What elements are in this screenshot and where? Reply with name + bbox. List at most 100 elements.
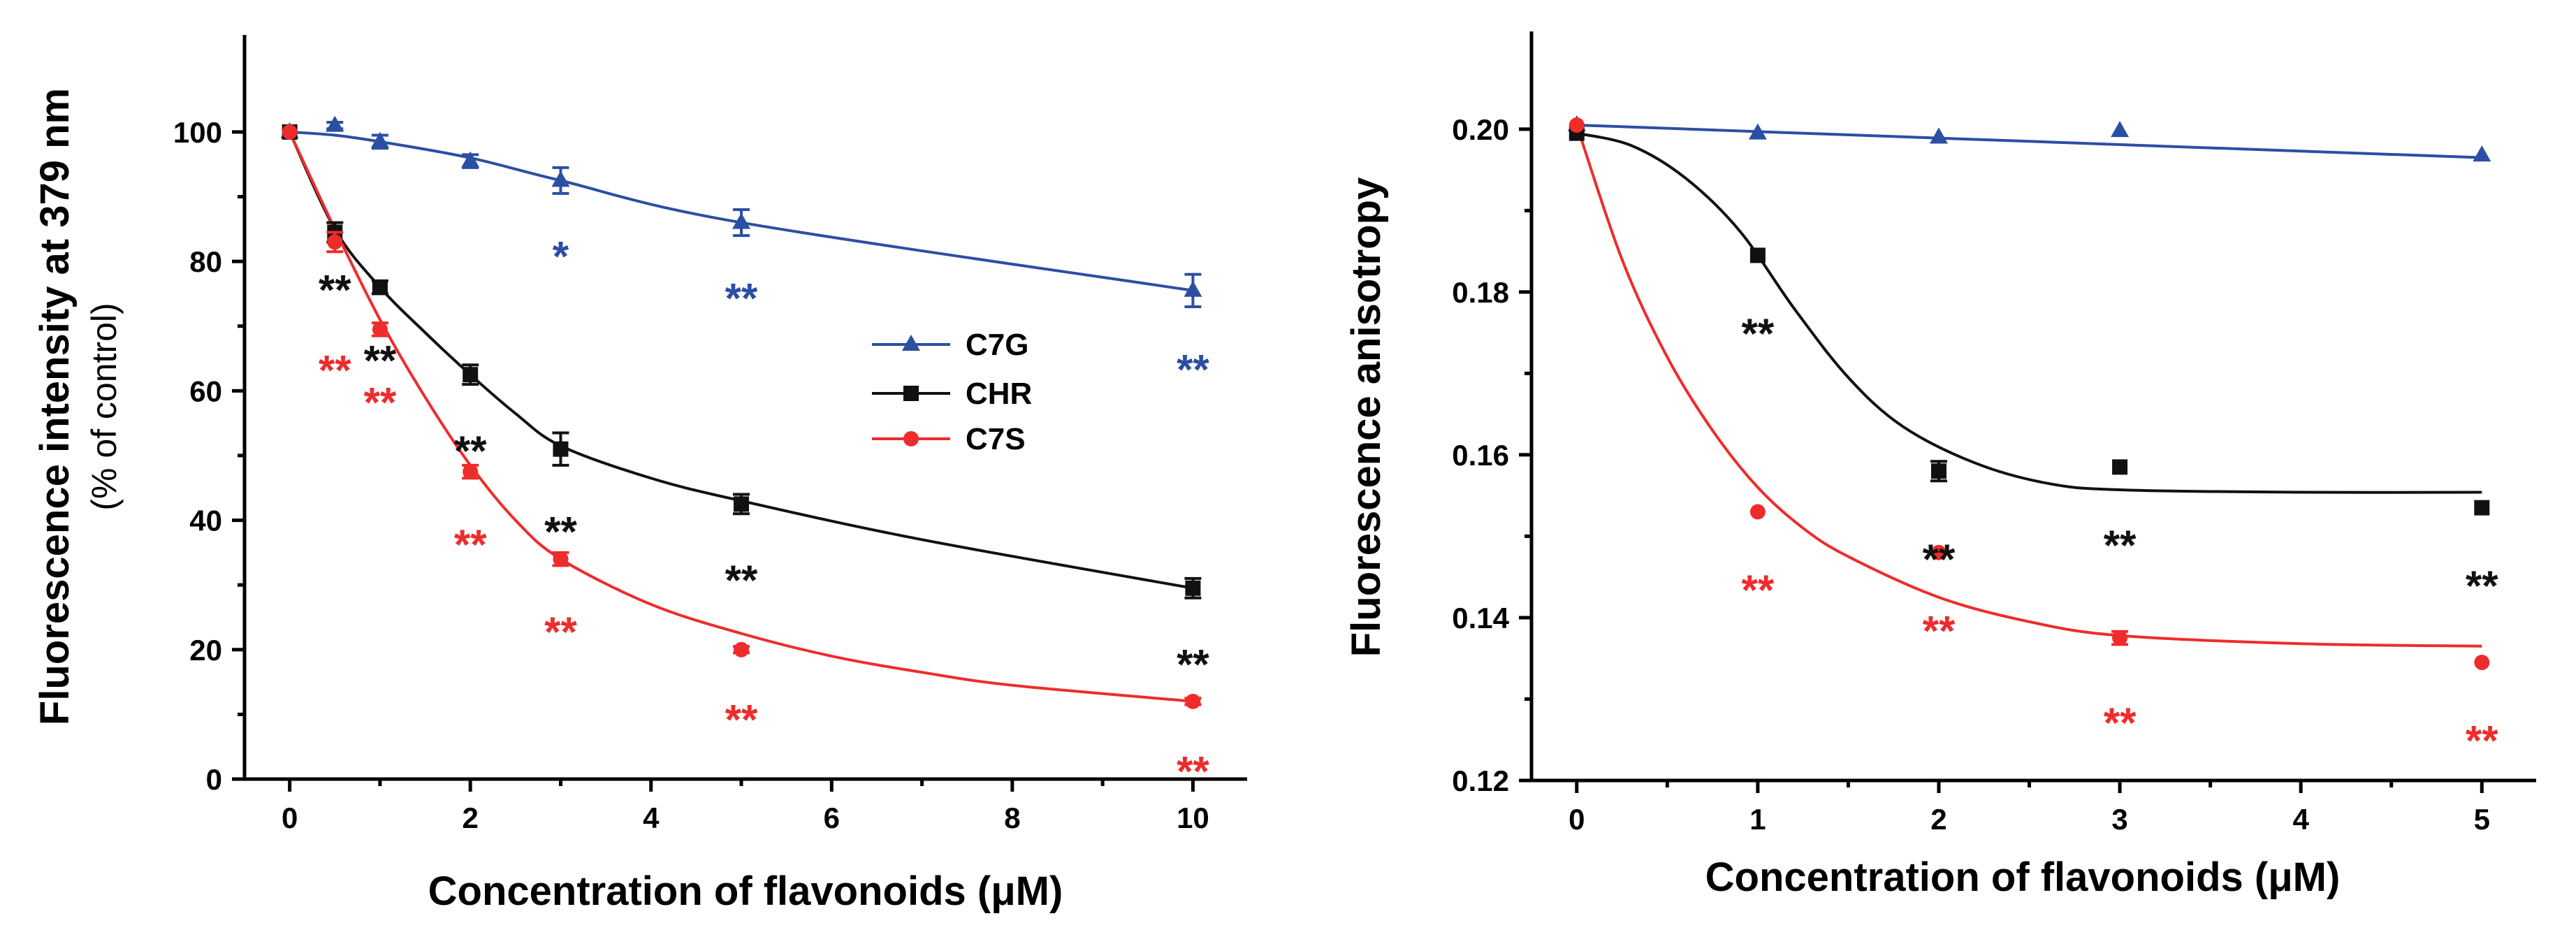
left-x-tick-label: 10	[1177, 801, 1209, 834]
left-sig-chr: **	[1177, 641, 1209, 688]
legend-marker-c7s	[903, 431, 919, 446]
right-point-c7g	[1929, 127, 1948, 144]
left-point-c7s	[372, 321, 388, 337]
left-sig-c7g: **	[1177, 346, 1209, 393]
left-point-chr	[734, 496, 750, 512]
left-point-c7g	[461, 151, 480, 168]
legend: C7G CHR C7S	[872, 328, 1032, 456]
right-sig-c7s: **	[2104, 699, 2137, 746]
right-fit-curves	[1575, 124, 2482, 648]
left-y-tick-label: 100	[173, 116, 222, 149]
right-x-tick-label: 4	[2292, 803, 2309, 836]
left-point-c7s	[553, 551, 569, 567]
left-x-ticks: 0 2 4 6 8 10	[282, 779, 1209, 834]
left-x-tick-label: 2	[463, 801, 479, 834]
left-point-c7g	[732, 212, 751, 229]
legend-item-c7g: C7G	[872, 328, 1028, 362]
left-y-tick-label: 0	[206, 763, 222, 796]
right-y-tick-label: 0.20	[1452, 113, 1509, 146]
left-x-tick-label: 8	[1004, 801, 1020, 834]
right-y-ticks: 0.12 0.14 0.16 0.18 0.20	[1452, 113, 1531, 797]
right-point-c7g	[2111, 121, 2130, 138]
left-point-chr	[1185, 580, 1201, 596]
legend-item-c7s: C7S	[872, 422, 1026, 456]
right-sig-chr: **	[2104, 522, 2137, 569]
left-fit-chr	[288, 131, 1193, 590]
left-sig-chr: **	[544, 509, 577, 555]
left-y-tick-label: 20	[189, 634, 222, 667]
legend-marker-chr	[903, 386, 919, 401]
left-sig-chr: **	[319, 267, 351, 314]
right-y-tick-label: 0.14	[1452, 602, 1509, 634]
right-x-axis-title: Concentration of flavonoids (μM)	[1705, 855, 2341, 900]
left-data-points	[280, 115, 1202, 709]
left-y-axis-title: Fluorescence intensity at 379 nm	[32, 88, 78, 725]
right-data-points	[1567, 115, 2491, 671]
left-point-chr	[463, 367, 479, 383]
left-y-tick-label: 40	[189, 504, 222, 537]
left-sig-c7s: **	[454, 521, 487, 568]
left-sig-c7g: **	[725, 275, 758, 322]
right-point-c7s	[2474, 655, 2490, 671]
left-sig-chr: **	[364, 337, 397, 384]
right-significance-marks: ** ** ** ** ** ** ** **	[1742, 310, 2499, 764]
left-y-tick-label: 80	[189, 245, 222, 278]
right-point-c7s	[2112, 630, 2128, 646]
right-x-tick-label: 0	[1569, 803, 1585, 836]
left-sig-chr: **	[725, 557, 758, 604]
left-point-c7s	[327, 234, 343, 250]
right-point-chr	[2474, 500, 2490, 516]
right-point-c7s	[1930, 544, 1946, 560]
left-fit-c7g	[289, 130, 1193, 292]
right-point-chr	[1930, 463, 1946, 479]
right-sig-chr: **	[1923, 536, 1956, 583]
right-x-ticks: 0 1 2 3 4 5	[1569, 780, 2490, 836]
right-sig-c7s: **	[2466, 718, 2498, 764]
left-sig-c7s: **	[544, 609, 577, 655]
right-y-tick-label: 0.18	[1452, 276, 1509, 309]
legend-label-c7s: C7S	[966, 422, 1026, 456]
left-point-chr	[372, 279, 388, 296]
right-y-tick-label: 0.16	[1452, 439, 1509, 472]
right-sig-chr: **	[1742, 310, 1775, 357]
right-fit-chr	[1576, 131, 2482, 494]
legend-label-chr: CHR	[966, 377, 1032, 411]
right-x-tick-label: 5	[2474, 803, 2490, 836]
left-point-c7s	[734, 641, 750, 657]
left-point-c7g	[326, 115, 344, 132]
right-point-c7s	[1569, 117, 1585, 133]
legend-item-chr: CHR	[872, 377, 1032, 411]
left-x-axis-title: Concentration of flavonoids (μM)	[428, 869, 1063, 914]
right-y-tick-label: 0.12	[1452, 764, 1509, 797]
legend-marker-c7g	[902, 335, 920, 351]
right-fit-c7g	[1576, 124, 2482, 159]
left-x-tick-label: 4	[643, 801, 660, 834]
right-y-axis-title: Fluorescence anisotropy	[1344, 177, 1389, 657]
left-significance-marks: *****************************	[319, 233, 1210, 794]
left-y-axis-subtitle: (% of control)	[85, 303, 124, 510]
left-fit-curves	[288, 130, 1193, 703]
left-point-c7g	[551, 170, 570, 187]
right-point-chr	[1749, 247, 1766, 263]
left-sig-c7s: **	[1177, 748, 1209, 794]
left-sig-chr: **	[454, 428, 487, 474]
right-point-c7g	[2473, 145, 2491, 162]
right-fit-c7s	[1575, 124, 2482, 648]
right-x-tick-label: 2	[1930, 803, 1946, 836]
left-point-c7s	[282, 124, 298, 140]
right-point-c7s	[1749, 504, 1766, 520]
left-point-c7g	[1184, 280, 1202, 297]
left-sig-c7s: **	[725, 696, 758, 743]
right-sig-c7s: **	[1923, 607, 1956, 654]
left-sig-c7s: **	[364, 379, 397, 426]
left-fit-c7s	[288, 131, 1193, 703]
left-sig-c7s: **	[319, 347, 351, 394]
left-point-chr	[553, 441, 569, 457]
legend-label-c7g: C7G	[966, 328, 1028, 362]
right-point-c7g	[1748, 123, 1767, 140]
left-x-tick-label: 6	[824, 801, 840, 834]
left-y-ticks: 0 20 40 60 80 100	[173, 116, 245, 796]
